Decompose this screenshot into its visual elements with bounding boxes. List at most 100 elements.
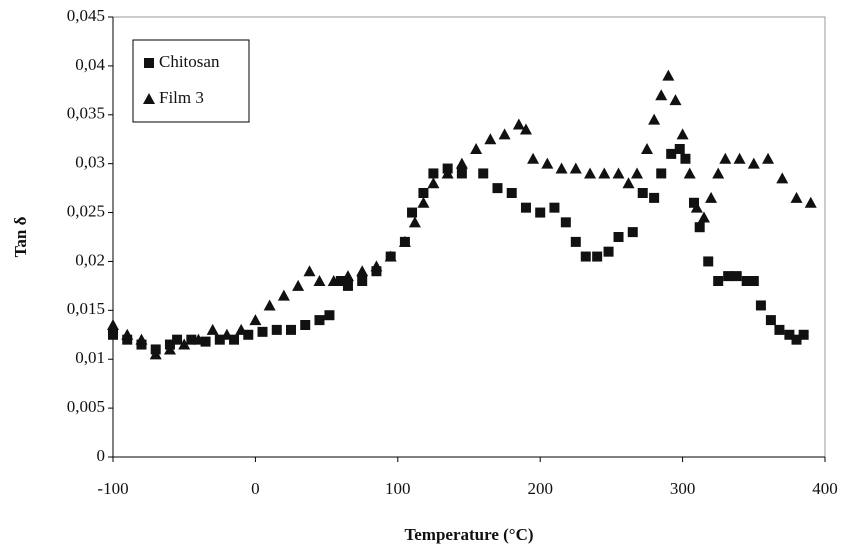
marker-square — [570, 236, 581, 247]
marker-square — [257, 326, 268, 337]
marker-triangle — [569, 162, 582, 174]
marker-square — [694, 222, 705, 233]
marker-square — [535, 207, 546, 218]
marker-triangle — [455, 157, 468, 169]
marker-triangle — [648, 113, 661, 125]
marker-square — [627, 227, 638, 238]
marker-square — [243, 329, 254, 340]
marker-square — [798, 329, 809, 340]
marker-triangle — [408, 216, 421, 228]
marker-square — [560, 217, 571, 228]
marker-square — [342, 280, 353, 291]
marker-square — [649, 192, 660, 203]
marker-triangle — [719, 152, 732, 164]
marker-triangle — [384, 250, 397, 262]
marker-square — [300, 320, 311, 330]
x-tick-label: 0 — [251, 479, 260, 498]
marker-triangle — [135, 333, 148, 345]
y-tick-label: 0,04 — [75, 55, 105, 74]
marker-square — [774, 324, 785, 335]
marker-triangle — [669, 94, 682, 106]
marker-triangle — [498, 128, 511, 140]
marker-triangle — [341, 270, 354, 282]
marker-square — [428, 168, 439, 179]
marker-square — [637, 188, 648, 198]
y-tick-label: 0,045 — [67, 6, 105, 25]
y-tick-label: 0,03 — [75, 153, 105, 172]
marker-triangle — [705, 191, 718, 203]
y-tick-label: 0,02 — [75, 250, 105, 269]
marker-triangle — [163, 343, 176, 355]
y-tick-label: 0 — [97, 446, 106, 465]
marker-triangle — [470, 143, 483, 154]
marker-square — [666, 148, 677, 159]
marker-triangle — [220, 328, 233, 340]
marker-triangle — [747, 157, 760, 169]
marker-triangle — [356, 265, 369, 277]
marker-triangle — [277, 289, 290, 301]
marker-square — [765, 315, 776, 326]
marker-triangle — [417, 196, 430, 208]
marker-triangle — [484, 133, 497, 145]
marker-triangle — [555, 162, 568, 174]
marker-triangle — [313, 275, 326, 286]
marker-square — [784, 329, 795, 340]
marker-square — [603, 246, 614, 257]
marker-triangle — [662, 69, 675, 81]
marker-triangle — [676, 128, 689, 140]
marker-triangle — [584, 167, 597, 179]
marker-square — [478, 168, 489, 179]
marker-triangle — [370, 260, 383, 272]
marker-square — [108, 329, 118, 340]
marker-triangle — [178, 338, 191, 350]
y-tick-label: 0,01 — [75, 348, 105, 367]
marker-triangle — [427, 177, 440, 189]
y-tick-label: 0,015 — [67, 299, 105, 318]
marker-square — [703, 256, 714, 267]
marker-square — [741, 276, 752, 286]
marker-triangle — [712, 167, 725, 179]
y-axis-title: Tan δ — [11, 216, 30, 257]
marker-square — [791, 334, 802, 345]
marker-triangle — [263, 299, 276, 311]
marker-triangle — [249, 314, 262, 326]
marker-square — [580, 251, 591, 262]
marker-square — [713, 276, 724, 286]
marker-triangle — [804, 196, 817, 208]
y-tick-label: 0,025 — [67, 201, 105, 220]
marker-square — [592, 251, 603, 262]
legend-label: Film 3 — [159, 88, 204, 107]
marker-square — [407, 207, 418, 218]
marker-triangle — [192, 333, 205, 345]
x-tick-label: 400 — [812, 479, 838, 498]
marker-triangle — [527, 152, 540, 164]
marker-triangle — [598, 167, 611, 179]
marker-square — [506, 188, 517, 198]
marker-square — [748, 276, 759, 286]
marker-square — [357, 276, 368, 286]
legend-label: Chitosan — [159, 52, 220, 71]
marker-square — [335, 276, 346, 286]
marker-triangle — [143, 93, 155, 104]
marker-square — [688, 197, 699, 208]
marker-square — [656, 168, 667, 179]
marker-triangle — [519, 123, 532, 135]
x-tick-label: 100 — [385, 479, 411, 498]
marker-triangle — [641, 143, 653, 154]
marker-triangle — [235, 323, 248, 335]
marker-triangle — [398, 235, 411, 247]
marker-triangle — [655, 89, 668, 101]
marker-square — [186, 334, 197, 345]
y-tick-label: 0,035 — [67, 104, 105, 123]
marker-square — [172, 334, 183, 345]
marker-square — [492, 183, 503, 194]
marker-square — [418, 188, 429, 198]
marker-triangle — [292, 279, 305, 291]
marker-triangle — [790, 191, 803, 203]
marker-triangle — [512, 118, 525, 130]
marker-square — [214, 334, 225, 345]
marker-triangle — [683, 167, 696, 179]
marker-square — [271, 324, 282, 335]
marker-square — [144, 58, 154, 68]
marker-square — [200, 336, 211, 347]
